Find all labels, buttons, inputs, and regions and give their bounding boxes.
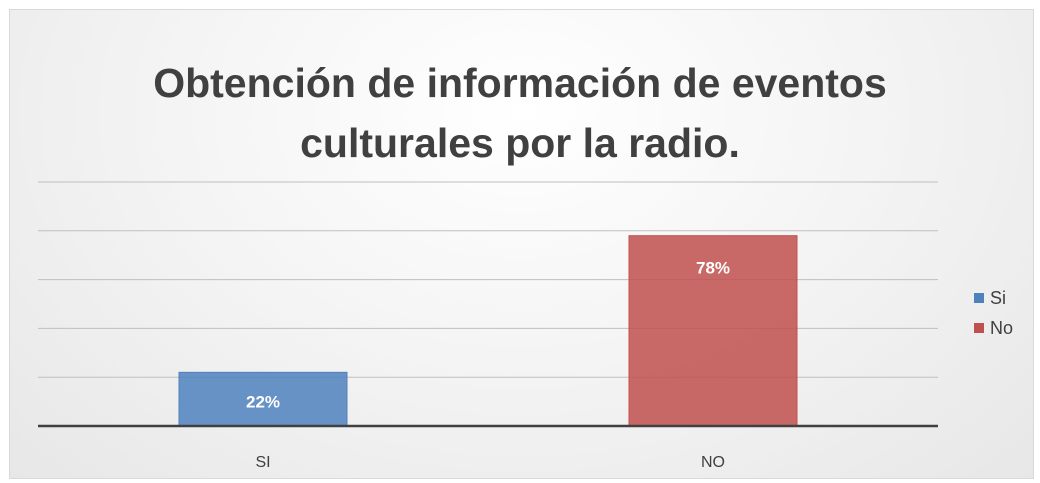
legend-item-no: No [974,313,1013,343]
chart-title: Obtención de información de eventos cult… [0,53,1040,173]
legend-swatch-no [974,323,984,333]
x-tick-label-no: NO [701,454,725,471]
bar-no [628,235,798,427]
chart-legend: Si No [974,283,1013,343]
legend-swatch-si [974,293,984,303]
legend-label-si: Si [990,287,1007,308]
data-label-no: 78% [696,259,730,278]
x-tick-label-si: SI [255,454,270,471]
bar-si [178,371,348,427]
chart-title-line-2: culturales por la radio. [300,120,740,166]
legend-item-si: Si [974,283,1013,313]
chart-title-line-1: Obtención de información de eventos [153,60,887,106]
data-label-si: 22% [246,392,280,411]
legend-label-no: No [990,317,1014,338]
